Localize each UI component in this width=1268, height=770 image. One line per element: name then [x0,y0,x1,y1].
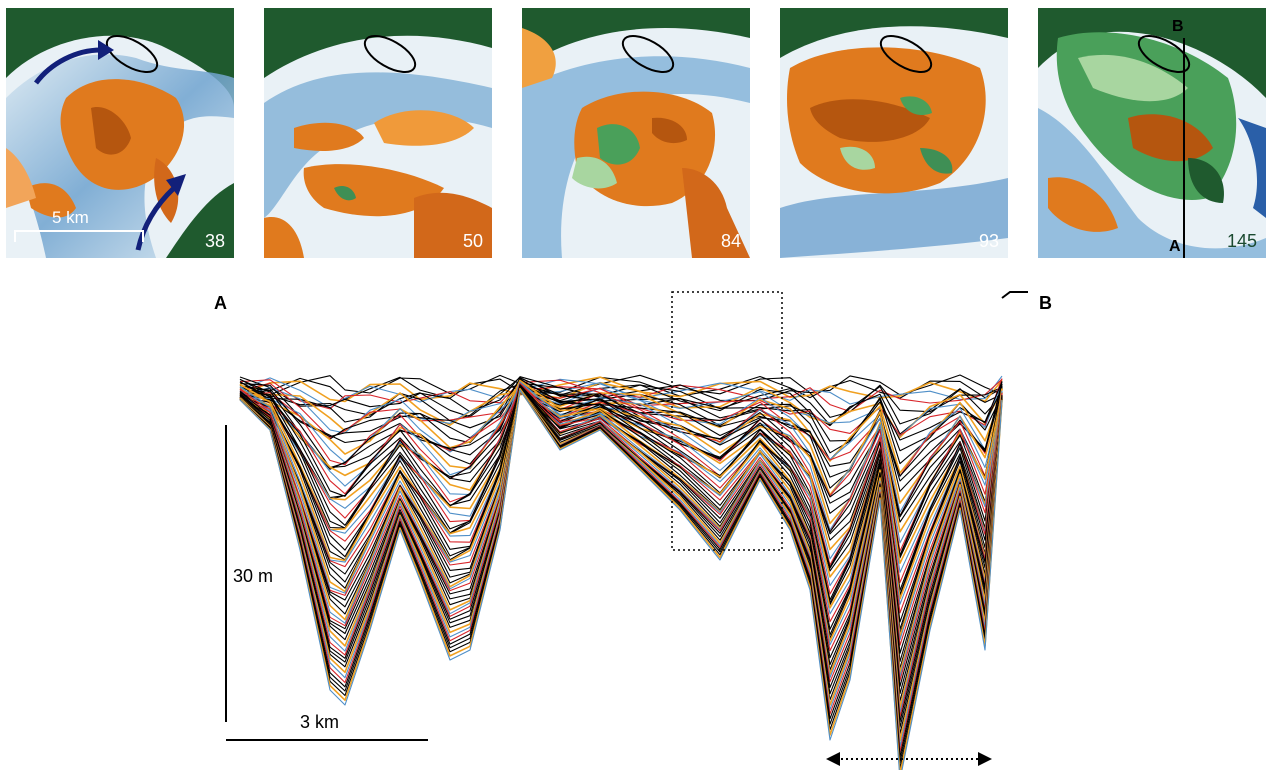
extent-arrow [826,752,992,766]
profile-line [239,378,1003,492]
map-image [6,8,234,258]
profile-line [239,383,1003,614]
profile-line [239,385,1003,552]
map-panel-50: 50 [264,8,492,258]
section-label-a: A [214,293,227,313]
profile-line [239,381,1003,544]
map-panel-38: 5 km 38 [6,8,234,258]
map-panel-84: 84 [522,8,750,258]
map-scale-bar: 5 km [14,208,144,242]
map-scale-label: 5 km [52,208,89,227]
map-image [1038,8,1266,258]
panel-label: 38 [204,231,225,251]
vertical-scale-label: 30 m [233,566,274,586]
map-panel-145: B A 145 [1038,8,1266,258]
map-panel-93: 93 [780,8,1008,258]
profile-line [239,378,1003,413]
section-point-a: A [1169,238,1181,255]
panel-label: 93 [978,231,999,251]
map-image [522,8,750,258]
panel-label: 50 [462,231,483,251]
panel-label: 145 [1226,231,1257,251]
flow-arrow-icon [34,47,102,85]
profile-line [239,386,1003,591]
stratigraphic-profiles [239,374,1003,770]
profile-line [239,377,1003,426]
map-image [780,8,1008,258]
profile-line [239,379,1003,504]
section-point-b: B [1172,18,1184,35]
panel-label: 84 [720,231,741,251]
cross-section-diagram [225,291,1028,770]
profile-line [239,385,1003,513]
map-image [264,8,492,258]
profile-line [239,389,1003,770]
profile-line [239,378,1003,465]
profile-line [239,377,1003,454]
flow-arrow-icon [135,186,176,251]
horizontal-scale-label: 3 km [300,712,340,732]
detail-box [671,291,783,551]
section-label-b: B [1039,293,1052,313]
